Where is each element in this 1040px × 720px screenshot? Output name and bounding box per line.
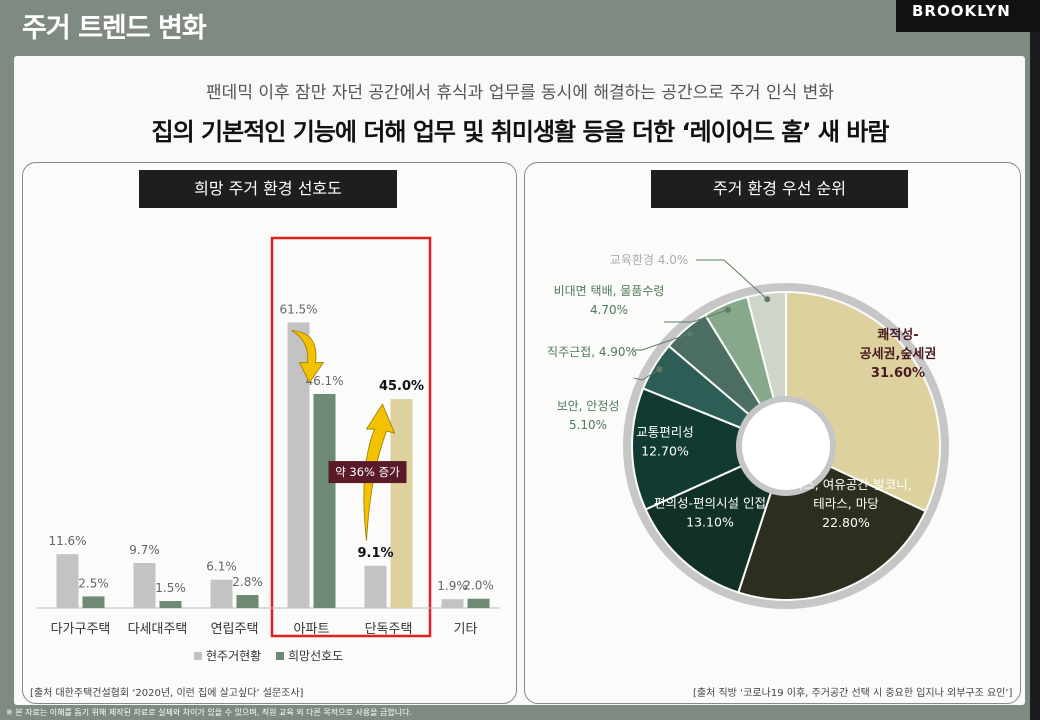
increase-arrow <box>363 403 396 541</box>
slice-label-outside: 직주근접, 4.90% <box>547 345 637 359</box>
data-label-current: 9.7% <box>129 543 160 557</box>
bar-current <box>364 565 387 608</box>
bar-current <box>210 579 233 608</box>
headline: 집의 기본적인 기능에 더해 업무 및 취미생활 등을 더한 ‘레이어드 홈’ … <box>151 118 890 146</box>
leader-line <box>696 259 768 300</box>
data-label-current: 61.5% <box>279 302 317 316</box>
bar-hope <box>467 598 490 608</box>
data-label-hope: 2.0% <box>463 579 494 593</box>
slice-label: 22.80% <box>822 515 870 530</box>
data-label-current: 11.6% <box>48 534 86 548</box>
legend-label: 희망선호도 <box>288 649 343 663</box>
left-panel-title: 희망 주거 환경 선호도 <box>139 170 397 208</box>
bar-hope <box>82 596 105 608</box>
slice-label: 31.60% <box>871 366 925 381</box>
donut-chart: 쾌적성- 공세권,숲세권 31.60% 서비스, 여유공간-발코니, 테라스, 마당 22… <box>547 253 949 609</box>
bar-current <box>56 554 79 608</box>
subtitle: 팬데믹 이후 잠만 자던 공간에서 휴식과 업무를 동시에 해결하는 공간으로 … <box>206 83 834 103</box>
slice-label-outside: 보안, 안정성 <box>557 399 620 413</box>
leader-line <box>633 368 660 381</box>
slice-label-outside: 4.70% <box>590 303 628 317</box>
bar-current <box>287 322 310 608</box>
decrease-arrow <box>291 330 325 384</box>
increase-badge <box>328 461 407 484</box>
data-label-hope: 2.5% <box>78 576 109 590</box>
donut-hole <box>736 396 836 496</box>
data-label-hope: 2.8% <box>232 575 263 589</box>
bar-hope <box>390 399 413 608</box>
x-tick-label: 아파트 <box>294 622 330 637</box>
brand-logo: BROOKLYN <box>912 2 1011 20</box>
slice-label: 공세권,숲세권 <box>860 347 937 362</box>
data-label-hope: 45.0% <box>379 379 424 394</box>
highlight-box <box>270 236 432 638</box>
data-label-current: 6.1% <box>206 560 237 574</box>
leader-dot <box>656 366 663 373</box>
slice-label: 13.10% <box>686 515 734 530</box>
increase-badge-label: 약 36% 증가 <box>335 465 400 479</box>
right-edge-strip <box>1030 0 1040 720</box>
left-source: [출처 대한주택건설협회 ‘2020년, 이런 집에 살고싶다’ 설문조사] <box>30 688 304 699</box>
bar-hope <box>236 595 259 608</box>
slice-label: 12.70% <box>641 444 689 459</box>
legend-swatch <box>194 652 202 660</box>
bar-hope <box>313 393 336 608</box>
slice-label: 쾌적성- <box>877 327 918 343</box>
data-label-hope: 1.5% <box>155 581 186 595</box>
right-panel-title: 주거 환경 우선 순위 <box>651 170 908 208</box>
slice-label: 서비스, 여유공간-발코니, <box>780 477 911 492</box>
left-chart-panel <box>22 162 517 704</box>
bar-chart: 11.6% 2.5% 다가구주택 9.7% 1.5% 다세대주택 6.1%2.8% 연립주택 6… <box>37 236 500 663</box>
leader-dot <box>724 306 731 313</box>
leader-line <box>632 333 690 351</box>
legend-label: 현주거현황 <box>206 649 261 663</box>
x-tick-label: 다가구주택 <box>51 622 111 637</box>
data-label-hope: 46.1% <box>305 374 343 388</box>
x-tick-label: 기타 <box>454 622 478 637</box>
right-source: [출처 직방 ‘코로나19 이후, 주거공간 선택 시 중요한 입지나 외부구조… <box>693 688 1013 699</box>
pie-slice <box>631 387 789 511</box>
leader-dot <box>764 296 771 303</box>
page-title: 주거 트렌드 변화 <box>22 13 207 44</box>
data-label-current: 9.1% <box>357 546 393 561</box>
bar-current <box>133 562 156 608</box>
slice-label-outside: 비대면 택배, 물품수령 <box>554 284 665 298</box>
x-tick-label: 다세대주택 <box>128 622 188 637</box>
slice-label: 테라스, 마당 <box>813 496 879 511</box>
logo-bar <box>896 0 1040 32</box>
slice-label: 교통편리성 <box>636 425 694 440</box>
pie-slice <box>644 444 788 594</box>
legend-swatch <box>276 652 284 660</box>
slice-label: 편의성-편의시설 인접 <box>654 496 766 511</box>
leader-dot <box>686 330 693 337</box>
footnote: ※ 본 자료는 이해를 돕기 위해 제작된 자료로 실제와 차이가 있을 수 있… <box>6 708 413 717</box>
x-tick-label: 단독주택 <box>365 622 413 637</box>
slice-label-outside: 5.10% <box>569 418 607 432</box>
bar-hope <box>159 601 182 608</box>
data-label-current: 1.9% <box>437 579 468 593</box>
bar-current <box>441 599 464 608</box>
slice-label-outside: 교육환경 4.0% <box>610 253 688 267</box>
leader-line <box>664 309 729 323</box>
x-tick-label: 연립주택 <box>211 622 259 637</box>
